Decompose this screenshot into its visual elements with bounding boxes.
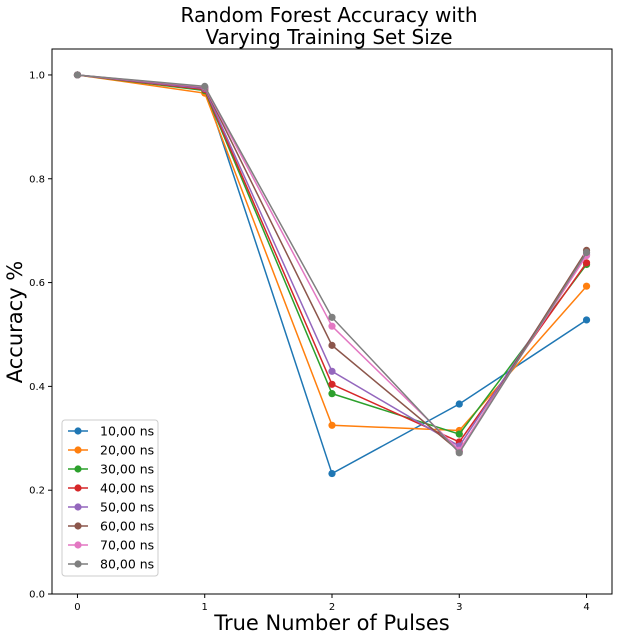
- data-point: [582, 282, 591, 290]
- legend-entry: 30,00 ns: [68, 462, 154, 477]
- legend-marker: [74, 484, 82, 492]
- legend-label: 80,00 ns: [100, 557, 154, 572]
- legend: 10,00 ns 20,00 ns 30,00 ns 40,00 ns 50,00 ns…: [61, 419, 159, 577]
- legend-entry: 80,00 ns: [68, 557, 154, 572]
- legend-entry: 20,00 ns: [68, 443, 154, 458]
- x-tick-label: 0: [74, 602, 80, 613]
- data-point: [328, 322, 336, 330]
- data-point: [582, 248, 591, 257]
- axis-ticks: 0 1 2 3 4 0.0 0.2 0.4 0.6 0.8 1.0: [29, 70, 590, 613]
- x-tick-label: 2: [329, 602, 335, 613]
- legend-marker: [74, 446, 82, 454]
- legend-label: 10,00 ns: [100, 424, 154, 439]
- y-tick-label: 0.6: [29, 278, 45, 289]
- legend-marker: [74, 522, 82, 530]
- series-layer: [73, 71, 591, 478]
- data-point: [201, 82, 209, 90]
- legend-label: 20,00 ns: [100, 443, 154, 458]
- data-point: [328, 390, 336, 398]
- data-point: [455, 400, 463, 408]
- legend-marker: [74, 503, 82, 511]
- legend-label: 40,00 ns: [100, 481, 154, 496]
- data-point: [582, 316, 591, 324]
- legend-entry: 50,00 ns: [68, 500, 154, 515]
- data-point: [328, 341, 336, 349]
- data-point: [455, 430, 463, 438]
- x-tick-label: 4: [583, 602, 589, 613]
- x-tick-label: 1: [202, 602, 208, 613]
- y-axis-label: Accuracy %: [3, 261, 27, 384]
- chart-title-line-1: Random Forest Accuracy with: [181, 3, 478, 27]
- y-tick-label: 0.0: [29, 590, 45, 601]
- data-point: [328, 313, 336, 321]
- legend-entry: 70,00 ns: [68, 538, 154, 553]
- legend-entry: 40,00 ns: [68, 481, 154, 496]
- y-tick-label: 0.4: [29, 382, 45, 393]
- data-point: [328, 380, 336, 388]
- x-axis-label: True Number of Pulses: [213, 611, 449, 635]
- data-point: [328, 421, 336, 429]
- y-tick-label: 0.2: [29, 486, 45, 497]
- legend-label: 30,00 ns: [100, 462, 154, 477]
- data-point: [582, 259, 591, 267]
- legend-label: 70,00 ns: [100, 538, 154, 553]
- legend-entry: 10,00 ns: [68, 424, 154, 439]
- legend-entry: 60,00 ns: [68, 519, 154, 534]
- legend-label: 60,00 ns: [100, 519, 154, 534]
- chart-title-line-2: Varying Training Set Size: [205, 25, 452, 49]
- data-point: [73, 71, 82, 79]
- x-tick-label: 3: [456, 602, 462, 613]
- y-tick-label: 1.0: [29, 70, 45, 81]
- legend-box: [61, 419, 159, 577]
- legend-marker: [74, 541, 82, 549]
- data-point: [455, 449, 463, 457]
- y-tick-label: 0.8: [29, 174, 45, 185]
- legend-marker: [74, 560, 82, 568]
- series-8: [73, 71, 591, 457]
- legend-marker: [74, 427, 82, 435]
- legend-marker: [74, 465, 82, 473]
- data-point: [328, 367, 336, 375]
- legend-label: 50,00 ns: [100, 500, 154, 515]
- data-point: [328, 469, 336, 478]
